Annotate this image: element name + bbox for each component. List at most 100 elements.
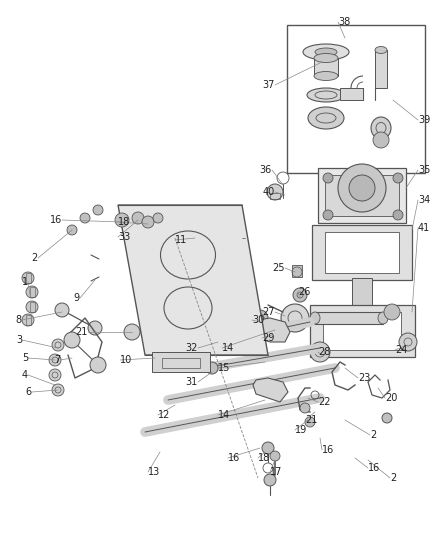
Ellipse shape	[375, 46, 387, 53]
Text: 19: 19	[295, 425, 307, 435]
Circle shape	[142, 216, 154, 228]
Text: 1: 1	[22, 277, 28, 287]
Text: 21: 21	[76, 327, 88, 337]
Bar	[30, 302, 35, 312]
Text: 20: 20	[385, 393, 397, 403]
Text: 12: 12	[158, 410, 170, 420]
Text: 16: 16	[322, 445, 334, 455]
Circle shape	[382, 413, 392, 423]
Text: 16: 16	[50, 215, 62, 225]
Circle shape	[338, 164, 386, 212]
Text: 2: 2	[370, 430, 376, 440]
Circle shape	[349, 175, 375, 201]
Bar	[352, 278, 372, 308]
Text: 10: 10	[120, 355, 132, 365]
Bar	[325, 232, 399, 273]
Circle shape	[265, 325, 279, 339]
Text: 21: 21	[305, 415, 318, 425]
Ellipse shape	[308, 107, 344, 129]
Text: 41: 41	[418, 223, 430, 233]
Circle shape	[252, 310, 268, 326]
Circle shape	[384, 304, 400, 320]
Bar	[30, 287, 35, 297]
Text: 39: 39	[418, 115, 430, 125]
Text: 13: 13	[148, 467, 160, 477]
Bar	[152, 352, 210, 372]
Circle shape	[88, 321, 102, 335]
Text: 3: 3	[16, 335, 22, 345]
Text: 14: 14	[218, 410, 230, 420]
Text: 9: 9	[74, 293, 80, 303]
Ellipse shape	[378, 312, 388, 324]
Text: 4: 4	[22, 370, 28, 380]
Circle shape	[64, 332, 80, 348]
Bar	[162, 358, 200, 368]
Ellipse shape	[310, 312, 320, 324]
Text: 37: 37	[263, 80, 275, 90]
Circle shape	[49, 369, 61, 381]
Text: 23: 23	[358, 373, 371, 383]
Polygon shape	[255, 318, 290, 342]
Text: 8: 8	[16, 315, 22, 325]
Text: 30: 30	[252, 315, 264, 325]
Ellipse shape	[307, 88, 345, 102]
Text: 7: 7	[54, 355, 60, 365]
Circle shape	[310, 342, 330, 362]
Circle shape	[267, 184, 283, 200]
Text: 16: 16	[368, 463, 380, 473]
Ellipse shape	[314, 71, 338, 80]
Text: 6: 6	[26, 387, 32, 397]
Text: 26: 26	[298, 287, 311, 297]
Circle shape	[22, 314, 34, 326]
Bar	[323, 312, 401, 350]
Circle shape	[300, 403, 310, 413]
Text: 18: 18	[118, 217, 130, 227]
Circle shape	[124, 324, 140, 340]
Circle shape	[52, 384, 64, 396]
Circle shape	[264, 474, 276, 486]
Bar	[26, 273, 31, 283]
Text: 34: 34	[418, 195, 430, 205]
Bar	[315, 312, 383, 324]
Circle shape	[305, 417, 315, 427]
Circle shape	[80, 213, 90, 223]
Circle shape	[393, 210, 403, 220]
Bar	[312, 225, 412, 280]
Bar	[310, 305, 415, 357]
Ellipse shape	[303, 44, 349, 60]
Circle shape	[393, 173, 403, 183]
Text: 28: 28	[318, 347, 330, 357]
Text: 14: 14	[222, 343, 234, 353]
Circle shape	[132, 212, 144, 224]
Text: 16: 16	[228, 453, 240, 463]
Circle shape	[55, 303, 69, 317]
Text: 35: 35	[418, 165, 431, 175]
Circle shape	[52, 339, 64, 351]
Text: 15: 15	[218, 363, 230, 373]
Text: 29: 29	[262, 333, 274, 343]
Circle shape	[373, 132, 389, 148]
Text: 11: 11	[175, 235, 187, 245]
Text: 25: 25	[272, 263, 285, 273]
Bar	[314, 58, 338, 76]
Bar	[318, 168, 406, 223]
Text: 2: 2	[32, 253, 38, 263]
Bar	[292, 265, 302, 277]
Bar	[26, 315, 31, 325]
Text: 17: 17	[270, 467, 283, 477]
Circle shape	[115, 213, 129, 227]
Ellipse shape	[315, 48, 337, 56]
Circle shape	[399, 333, 417, 351]
Text: 27: 27	[262, 307, 275, 317]
Polygon shape	[118, 205, 268, 355]
Text: 31: 31	[186, 377, 198, 387]
Text: 18: 18	[258, 453, 270, 463]
Circle shape	[281, 304, 309, 332]
Circle shape	[323, 210, 333, 220]
Bar	[375, 50, 387, 88]
Circle shape	[323, 173, 333, 183]
Text: 33: 33	[118, 232, 130, 242]
Circle shape	[153, 213, 163, 223]
Text: 22: 22	[318, 397, 331, 407]
Circle shape	[293, 288, 307, 302]
